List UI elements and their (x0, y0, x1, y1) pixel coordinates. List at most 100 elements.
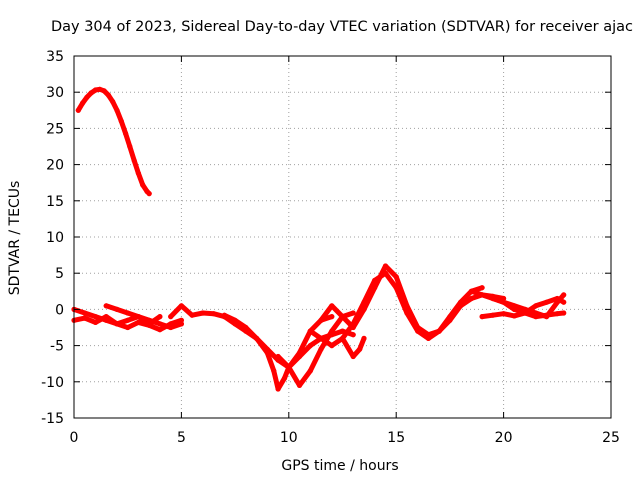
series-arc-1 (75, 86, 152, 197)
data-point (82, 315, 88, 321)
data-point (157, 321, 163, 327)
data-point (329, 303, 335, 309)
data-point (561, 299, 567, 305)
data-point (178, 303, 184, 309)
data-point (146, 191, 152, 197)
data-point (382, 270, 389, 276)
data-point (490, 312, 496, 318)
series-arc-13 (490, 295, 567, 316)
data-point (501, 311, 507, 317)
data-point (561, 292, 567, 298)
series-line (468, 288, 567, 320)
data-point (318, 335, 324, 341)
x-tick-label: 25 (602, 430, 620, 446)
data-point (468, 295, 474, 302)
tick-labels: 0 5 10 15 20 25 -15 -10 -5 0 5 10 15 20 25 30 35 (41, 49, 620, 446)
data-point (393, 285, 399, 291)
data-point (479, 285, 485, 291)
data-point (103, 317, 109, 323)
data-point (157, 314, 163, 320)
data-point (479, 314, 485, 320)
data-point (105, 92, 111, 98)
data-point (350, 353, 356, 360)
data-point (103, 303, 109, 309)
grid (74, 56, 611, 418)
data-point (114, 321, 120, 327)
x-tick-label: 15 (387, 430, 405, 446)
data-point (318, 317, 324, 323)
data-point (125, 310, 131, 316)
data-point (92, 87, 99, 93)
data-point (157, 327, 163, 333)
data-point (329, 314, 335, 320)
data-point (243, 324, 249, 331)
data-point (350, 332, 356, 338)
data-point (554, 311, 560, 317)
y-tick-label: 30 (46, 85, 64, 101)
data-point (200, 310, 206, 316)
data-point (275, 353, 281, 360)
y-tick-label: 20 (46, 158, 64, 174)
series-line (340, 270, 485, 341)
chart-title: Day 304 of 2023, Sidereal Day-to-day VTE… (51, 19, 633, 35)
data-point (350, 310, 356, 316)
data-point (135, 314, 141, 320)
data-point (114, 107, 120, 113)
y-tick-label: -5 (50, 339, 64, 355)
data-point (135, 170, 141, 176)
data-point (80, 100, 86, 106)
data-point (329, 328, 335, 334)
series-layer (71, 86, 567, 392)
data-point (544, 312, 550, 318)
x-tick-label: 20 (495, 430, 513, 446)
y-tick-label: 35 (46, 49, 64, 65)
data-point (415, 328, 421, 334)
data-point (511, 306, 517, 312)
series-line (275, 310, 356, 388)
data-point (211, 311, 217, 317)
data-point (468, 288, 474, 294)
data-point (125, 317, 131, 323)
data-point (75, 107, 81, 113)
x-axis-label: GPS time / hours (281, 458, 398, 474)
series-arc-4 (103, 303, 184, 331)
data-point (393, 274, 399, 280)
y-axis-label: SDTVAR / TECUs (7, 181, 23, 296)
data-point (221, 312, 227, 318)
data-point (339, 335, 346, 341)
data-point (135, 319, 141, 325)
data-point (168, 324, 174, 331)
data-point (361, 299, 367, 305)
data-point (140, 182, 146, 188)
data-point (372, 277, 378, 283)
data-point (254, 335, 260, 341)
data-point (458, 299, 464, 305)
y-tick-label: -15 (41, 411, 64, 427)
y-tick-label: -10 (41, 375, 64, 391)
data-point (281, 375, 288, 381)
data-point (271, 368, 277, 374)
data-point (168, 314, 174, 320)
data-point (127, 143, 133, 150)
data-point (404, 310, 410, 316)
data-point (307, 343, 313, 349)
data-point (318, 346, 324, 352)
data-point (92, 314, 99, 320)
data-point (97, 86, 103, 92)
data-point (561, 310, 567, 316)
data-point (118, 118, 124, 124)
data-point (522, 310, 528, 316)
y-tick-label: 25 (46, 121, 64, 137)
data-point (361, 335, 367, 341)
data-point (533, 314, 539, 320)
data-point (232, 317, 238, 323)
data-point (84, 94, 90, 100)
data-point (110, 99, 116, 105)
data-point (82, 310, 88, 316)
data-point (357, 346, 363, 352)
data-point (146, 317, 152, 323)
data-point (339, 328, 346, 334)
x-tick-label: 10 (280, 430, 298, 446)
x-tick-label: 0 (70, 430, 79, 446)
